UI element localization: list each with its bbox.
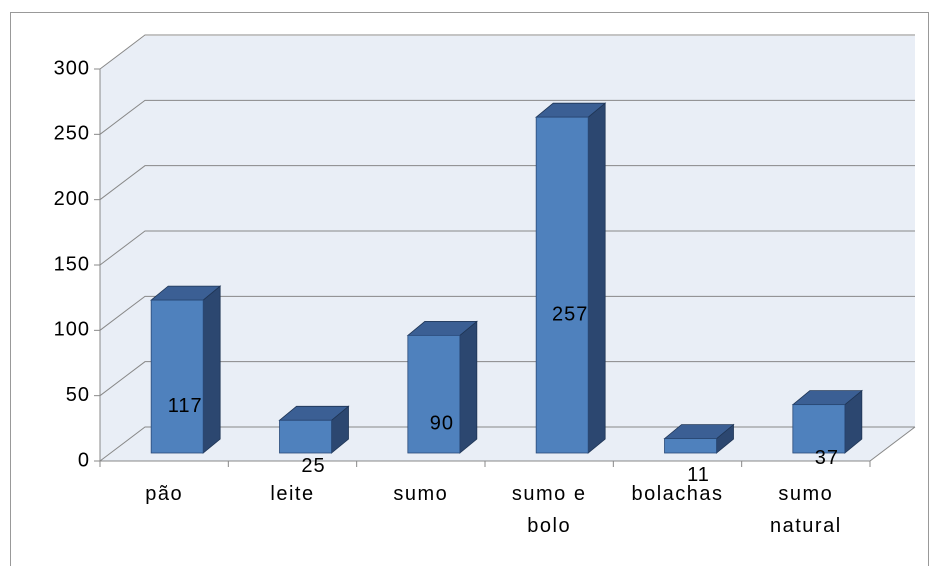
grid-line <box>99 165 915 201</box>
y-tick-label: 300 <box>54 57 90 79</box>
y-tick-label: 150 <box>54 253 90 275</box>
data-label: 90 <box>430 412 454 434</box>
data-label: 257 <box>552 303 588 325</box>
grid-line <box>99 426 915 462</box>
y-tick-label: 0 <box>78 449 90 471</box>
x-tick-label: sumo <box>393 483 449 505</box>
data-label: 117 <box>168 395 203 417</box>
bar-side <box>202 285 221 454</box>
grid-line <box>99 361 915 397</box>
y-tick-label: 50 <box>66 384 90 406</box>
bar-side <box>459 320 478 454</box>
x-tick-label: leite <box>270 483 315 505</box>
grid-line <box>99 295 915 331</box>
x-tick-label: pão <box>145 483 184 505</box>
grid-line <box>99 99 915 135</box>
data-label: 37 <box>815 447 839 469</box>
bar <box>792 404 846 454</box>
bar <box>535 116 589 454</box>
bar <box>150 299 204 454</box>
bar-side <box>587 102 606 454</box>
x-tick-label: bolachas <box>631 483 724 505</box>
bar <box>407 334 461 454</box>
data-label: 25 <box>301 455 325 477</box>
grid-line <box>99 34 915 70</box>
y-tick-label: 200 <box>54 188 90 210</box>
x-tick-label: sumo e bolo <box>511 483 587 537</box>
x-tick-label: sumo natural <box>770 483 842 537</box>
grid-line <box>99 230 915 266</box>
bar <box>664 438 717 454</box>
bar <box>279 419 332 454</box>
y-tick-label: 100 <box>54 319 90 341</box>
y-tick-label: 250 <box>54 123 90 145</box>
data-label: 11 <box>687 464 710 486</box>
